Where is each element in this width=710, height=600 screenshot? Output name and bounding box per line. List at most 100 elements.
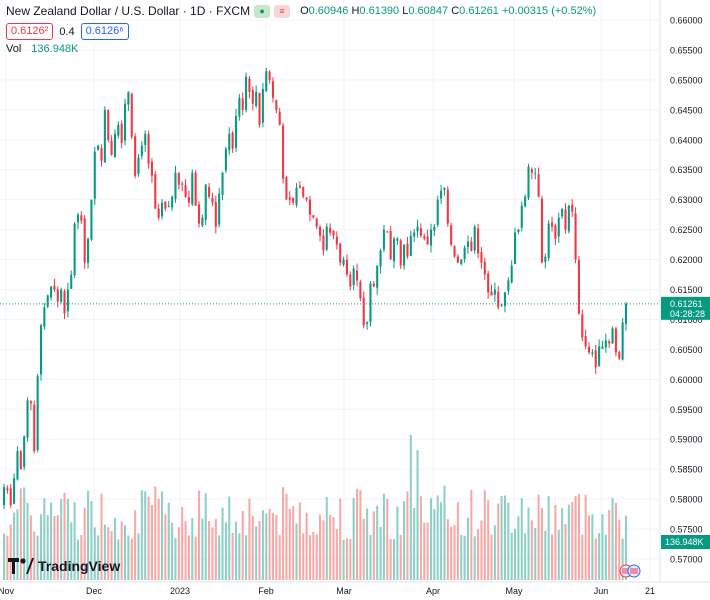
volume-bar: [608, 510, 611, 580]
volume-bar: [265, 513, 268, 580]
candle-body: [624, 303, 628, 324]
volume-bar: [93, 527, 96, 580]
volume-bar: [234, 521, 238, 580]
volume-bar: [396, 506, 399, 580]
volume-bar: [261, 510, 264, 580]
volume-bar: [154, 486, 157, 580]
volume-bar: [275, 514, 278, 580]
x-tick-label: Apr: [426, 586, 440, 596]
volume-label[interactable]: Vol: [6, 43, 22, 55]
volume-bar: [530, 520, 533, 580]
candle-body: [312, 215, 315, 218]
volume-bar: [406, 491, 409, 580]
currency-flags-icon[interactable]: [619, 564, 643, 578]
volume-bar: [228, 496, 231, 580]
symbol-title[interactable]: New Zealand Dollar / U.S. Dollar · 1D · …: [6, 4, 251, 18]
volume-bar: [470, 489, 473, 580]
volume-bar: [23, 487, 26, 580]
volume-bar: [87, 490, 90, 580]
volume-bar: [443, 485, 446, 580]
candle-body: [355, 270, 359, 281]
volume-bar: [382, 493, 385, 580]
candle-body: [480, 252, 483, 263]
settings-lines-icon[interactable]: ≡: [274, 4, 291, 18]
candle-body: [191, 172, 194, 205]
volume-bar: [251, 515, 254, 580]
candle-body: [359, 281, 362, 299]
candle-body: [540, 198, 543, 263]
candle-body: [80, 215, 83, 221]
candle-body: [60, 289, 63, 302]
volume-bar: [312, 531, 315, 580]
candle-body: [608, 341, 611, 344]
volume-bar: [483, 490, 486, 580]
sell-button[interactable]: 0.6126²: [6, 23, 54, 40]
volume-bar: [177, 527, 180, 580]
volume-bar: [218, 535, 221, 580]
volume-bar: [187, 535, 190, 580]
candle-body: [194, 172, 197, 206]
candle-body: [19, 451, 22, 470]
visibility-eye-icon[interactable]: ●: [254, 4, 271, 18]
candle-body: [150, 161, 153, 176]
candle-body: [611, 328, 614, 344]
candle-body: [473, 226, 476, 251]
volume-bar: [403, 501, 406, 580]
candle-body: [460, 259, 463, 265]
volume-bar: [507, 502, 510, 580]
candle-body: [208, 186, 211, 197]
volume-bar: [440, 502, 443, 580]
y-tick-label: 0.64000: [670, 135, 703, 145]
y-tick-label: 0.65000: [670, 75, 703, 85]
candle-body: [487, 273, 490, 293]
candle-body: [2, 487, 6, 506]
x-tick-label: Dec: [86, 586, 103, 596]
volume-bar: [527, 507, 530, 580]
candle-body: [413, 232, 416, 237]
volume-bar: [285, 493, 288, 580]
x-tick-label: Feb: [258, 586, 274, 596]
candle-body: [228, 133, 231, 151]
volume-bar: [581, 534, 584, 580]
volume-bar: [194, 536, 197, 580]
volume-bar: [107, 527, 110, 580]
volume-bar: [604, 534, 607, 580]
volume-bar: [9, 524, 12, 580]
volume-bar: [352, 497, 355, 580]
volume-bar: [584, 494, 587, 580]
candle-body: [325, 226, 328, 250]
volume-bar: [110, 530, 113, 580]
volume-bar: [90, 501, 93, 580]
tradingview-logo[interactable]: TradingView: [8, 558, 120, 574]
volume-bar: [29, 515, 32, 580]
volume-bar: [624, 515, 628, 580]
volume-bar: [150, 505, 153, 580]
candle-body: [265, 70, 268, 92]
candle-body: [302, 186, 305, 197]
y-tick-label: 0.65500: [670, 45, 703, 55]
last-price-label: 0.61261: [670, 299, 703, 309]
candle-body: [587, 346, 591, 353]
candle-body: [255, 91, 258, 106]
volume-bar: [366, 508, 369, 580]
change-value: +0.00315 (+0.52%): [501, 5, 597, 17]
candle-body: [174, 172, 177, 199]
volume-bar: [493, 525, 496, 580]
candle-body: [322, 235, 325, 251]
buy-button[interactable]: 0.6126⁶: [80, 23, 129, 40]
candle-body: [36, 376, 39, 450]
volume-bar: [33, 531, 36, 580]
y-tick-label: 0.60000: [670, 375, 703, 385]
trade-row: 0.6126² 0.4 0.6126⁶: [6, 23, 129, 40]
volume-bar: [60, 499, 63, 580]
ohlc-values: O0.60946 H0.61390 L0.60847 C0.61261 +0.0…: [300, 4, 596, 18]
low-value: 0.60847: [408, 5, 449, 17]
volume-bar: [389, 539, 392, 580]
candle-body: [46, 295, 49, 307]
volume-bar: [83, 507, 86, 580]
candle-body: [278, 112, 281, 125]
candle-body: [63, 291, 66, 314]
candle-body: [497, 291, 500, 308]
candle-body: [594, 350, 597, 368]
